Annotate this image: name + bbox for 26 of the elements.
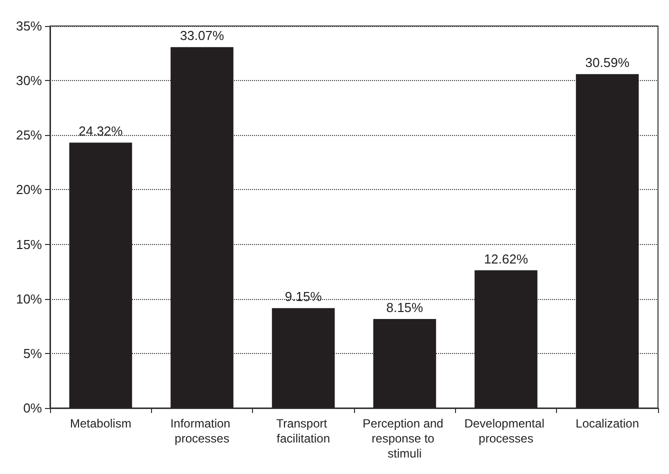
y-tick-label: 10% [16, 291, 42, 306]
bar [69, 142, 132, 408]
data-label: 8.15% [386, 300, 424, 316]
x-tick-label: Developmental processes [464, 416, 548, 446]
data-label: 30.59% [585, 55, 630, 70]
bar [474, 270, 538, 408]
bar [373, 319, 436, 408]
x-tick-label: Localization [576, 416, 640, 430]
y-tick-label: 30% [16, 73, 42, 88]
x-tick-label: Perception and response to stimuli [362, 416, 447, 460]
y-tick-label: 35% [16, 18, 42, 34]
y-tick-label: 5% [23, 346, 42, 361]
y-tick-label: 15% [16, 236, 42, 252]
data-label: 24.32% [78, 124, 124, 139]
y-tick-label: 25% [16, 128, 42, 143]
bar [576, 74, 639, 408]
bar [272, 308, 335, 408]
x-tick-label: Information processes [170, 416, 234, 446]
x-tick-label: Metabolism [70, 416, 132, 430]
y-tick-label: 20% [16, 182, 42, 198]
data-label: 9.15% [284, 289, 322, 304]
data-label: 33.07% [180, 28, 224, 44]
x-tick-label: Transport facilitation [276, 416, 330, 446]
bar [170, 47, 234, 408]
data-label: 12.62% [484, 251, 528, 266]
y-tick-label: 0% [23, 400, 42, 416]
